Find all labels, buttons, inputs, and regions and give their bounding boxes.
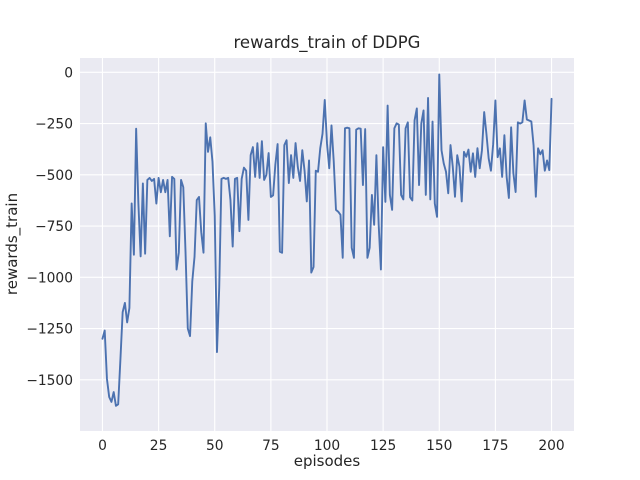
x-tick-label: 25 <box>150 438 168 454</box>
y-tick-label: −250 <box>35 117 73 133</box>
reward-series <box>101 73 553 407</box>
x-tick-label: 150 <box>426 438 452 454</box>
y-tick-label: −1250 <box>26 322 73 338</box>
y-axis-label: rewards_train <box>3 193 22 295</box>
x-tick-labels: 0 25 50 75 100 125 150 175 200 <box>98 438 565 454</box>
x-tick-label: 0 <box>98 438 107 454</box>
x-tick-label: 175 <box>482 438 508 454</box>
x-tick-label: 100 <box>314 438 340 454</box>
reward-series-path <box>101 73 553 407</box>
y-tick-label: −1000 <box>26 270 73 286</box>
y-tick-labels: 0 −250 −500 −750 −1000 −1250 −1500 <box>26 65 73 388</box>
x-tick-label: 125 <box>370 438 396 454</box>
y-tick-label: −1500 <box>26 373 73 389</box>
x-axis-label: episodes <box>294 452 361 470</box>
x-tick-label: 75 <box>262 438 280 454</box>
chart-title: rewards_train of DDPG <box>234 33 421 53</box>
y-tick-label: 0 <box>64 65 73 81</box>
y-tick-label: −750 <box>35 219 73 235</box>
y-tick-label: −500 <box>35 168 73 184</box>
x-tick-label: 50 <box>206 438 224 454</box>
x-tick-label: 200 <box>538 438 564 454</box>
